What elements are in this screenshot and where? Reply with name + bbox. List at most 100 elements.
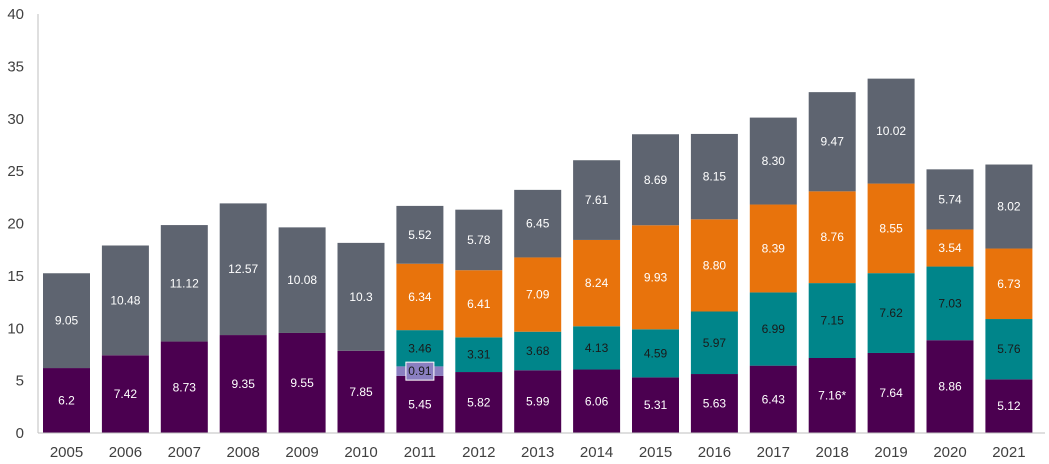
bar-segment-series-1: [867, 352, 915, 433]
bar-segment-series-3: [573, 326, 621, 370]
bar-segment-series-4: [632, 225, 679, 330]
y-axis: 0 5 10 15 20 25 30 35 40: [7, 6, 39, 442]
bar-segment-series-1: [337, 350, 385, 433]
bar-segment-series-4: [808, 191, 856, 284]
y-tick-label: 25: [7, 163, 24, 180]
data-label: 7.61: [585, 193, 609, 207]
x-tick-label: 2005: [50, 444, 83, 461]
data-label: 3.68: [526, 344, 550, 358]
data-label: 4.59: [644, 346, 668, 360]
x-axis: 2005 2006 2007 2008 2009 2010 2011 2012 2013 2014…: [38, 432, 1045, 461]
data-label: 8.39: [762, 241, 786, 255]
bar-segment-series-4: [514, 257, 562, 332]
data-label: 4.13: [585, 341, 609, 355]
data-label: 7.64: [879, 386, 903, 400]
data-label: 8.30: [762, 154, 786, 168]
data-label: 9.93: [644, 270, 668, 284]
bar-segment-series-5: [455, 209, 503, 271]
data-label: 5.45: [408, 397, 432, 411]
data-label: 7.09: [526, 288, 550, 302]
y-tick-label: 10: [7, 320, 24, 337]
data-label: 7.16*: [818, 388, 846, 402]
bar-segment-series-3: [749, 292, 797, 366]
x-tick-label: 2006: [109, 444, 142, 461]
x-tick-label: 2021: [992, 444, 1025, 461]
data-label: 8.73: [173, 380, 197, 394]
bar-segment-series-3: [867, 273, 915, 353]
y-tick-label: 20: [7, 216, 24, 233]
bar-segment-series-1: [278, 332, 326, 433]
y-tick-label: 0: [16, 425, 24, 442]
data-label: 5.99: [526, 395, 550, 409]
data-label: 9.55: [290, 376, 314, 390]
x-tick-label: 2014: [580, 444, 613, 461]
bar-segment-series-5: [278, 227, 326, 333]
data-label: 6.99: [762, 322, 786, 336]
bar-segment-series-1: [514, 370, 562, 433]
data-label: 6.73: [997, 277, 1021, 291]
bar-segment-series-5: [926, 169, 974, 230]
y-tick-label: 35: [7, 58, 24, 75]
data-label: 10.3: [349, 290, 373, 304]
data-label: 0.91: [408, 364, 432, 378]
bar-segment-series-5: [219, 203, 267, 336]
data-label: 8.02: [997, 200, 1021, 214]
data-label: 7.15: [821, 314, 845, 328]
bar-segment-series-1: [43, 368, 90, 433]
x-tick-label: 2009: [285, 444, 318, 461]
x-tick-label: 2015: [639, 444, 672, 461]
data-label: 6.34: [408, 290, 432, 304]
bar-segment-series-1: [160, 341, 208, 433]
bar-segment-series-5: [573, 160, 621, 240]
data-label: 3.46: [408, 341, 432, 355]
bar-segment-series-5: [337, 242, 385, 351]
data-label: 6.06: [585, 394, 609, 408]
data-label: 3.31: [467, 348, 491, 362]
data-label: 5.82: [467, 396, 491, 410]
bar-segment-series-3: [808, 283, 856, 358]
data-label: 10.08: [287, 273, 317, 287]
bar-segment-series-5: [43, 273, 90, 369]
x-tick-label: 2008: [227, 444, 260, 461]
data-label: 7.03: [938, 296, 962, 310]
data-label: 5.12: [997, 399, 1021, 413]
data-label: 9.35: [232, 377, 256, 391]
bar-segment-series-1: [101, 355, 149, 433]
bar-segment-series-5: [985, 164, 1033, 249]
bar-segment-series-5: [690, 133, 738, 220]
data-label: 5.74: [938, 192, 962, 206]
bar-segment-series-5: [160, 225, 208, 342]
data-label: 5.78: [467, 233, 491, 247]
bar-segment-series-4: [573, 239, 621, 327]
y-tick-label: 15: [7, 268, 24, 285]
x-tick-label: 2017: [757, 444, 790, 461]
bar-segment-series-1: [219, 335, 267, 433]
data-label: 7.42: [114, 387, 138, 401]
bar-segment-series-4: [455, 270, 503, 338]
data-label: 5.31: [644, 398, 668, 412]
bar-segment-series-5: [867, 78, 915, 184]
data-label: 9.47: [821, 135, 845, 149]
bar-segment-series-4: [985, 248, 1033, 320]
data-label: 9.05: [55, 314, 79, 328]
data-label: 8.86: [938, 380, 962, 394]
data-label: 8.80: [703, 258, 727, 272]
bar-segment-series-1: [396, 375, 444, 433]
bar-segment-series-5: [749, 117, 797, 205]
bar-segment-series-5: [101, 245, 149, 356]
bar-segment-series-1: [985, 379, 1033, 433]
data-label-box: [405, 361, 435, 381]
data-label: 8.55: [879, 221, 903, 235]
x-tick-label: 2020: [933, 444, 966, 461]
data-label: 12.57: [228, 262, 258, 276]
bar-segment-series-1: [749, 365, 797, 433]
x-tick-label: 2013: [521, 444, 554, 461]
bar-segment-series-1: [808, 357, 856, 433]
data-label: 6.45: [526, 217, 550, 231]
bar-segment-series-3: [632, 329, 679, 378]
data-label: 8.24: [585, 276, 609, 290]
bar-segment-series-4: [926, 229, 974, 267]
data-label: 7.62: [879, 306, 903, 320]
bar-segment-series-3: [396, 330, 444, 367]
